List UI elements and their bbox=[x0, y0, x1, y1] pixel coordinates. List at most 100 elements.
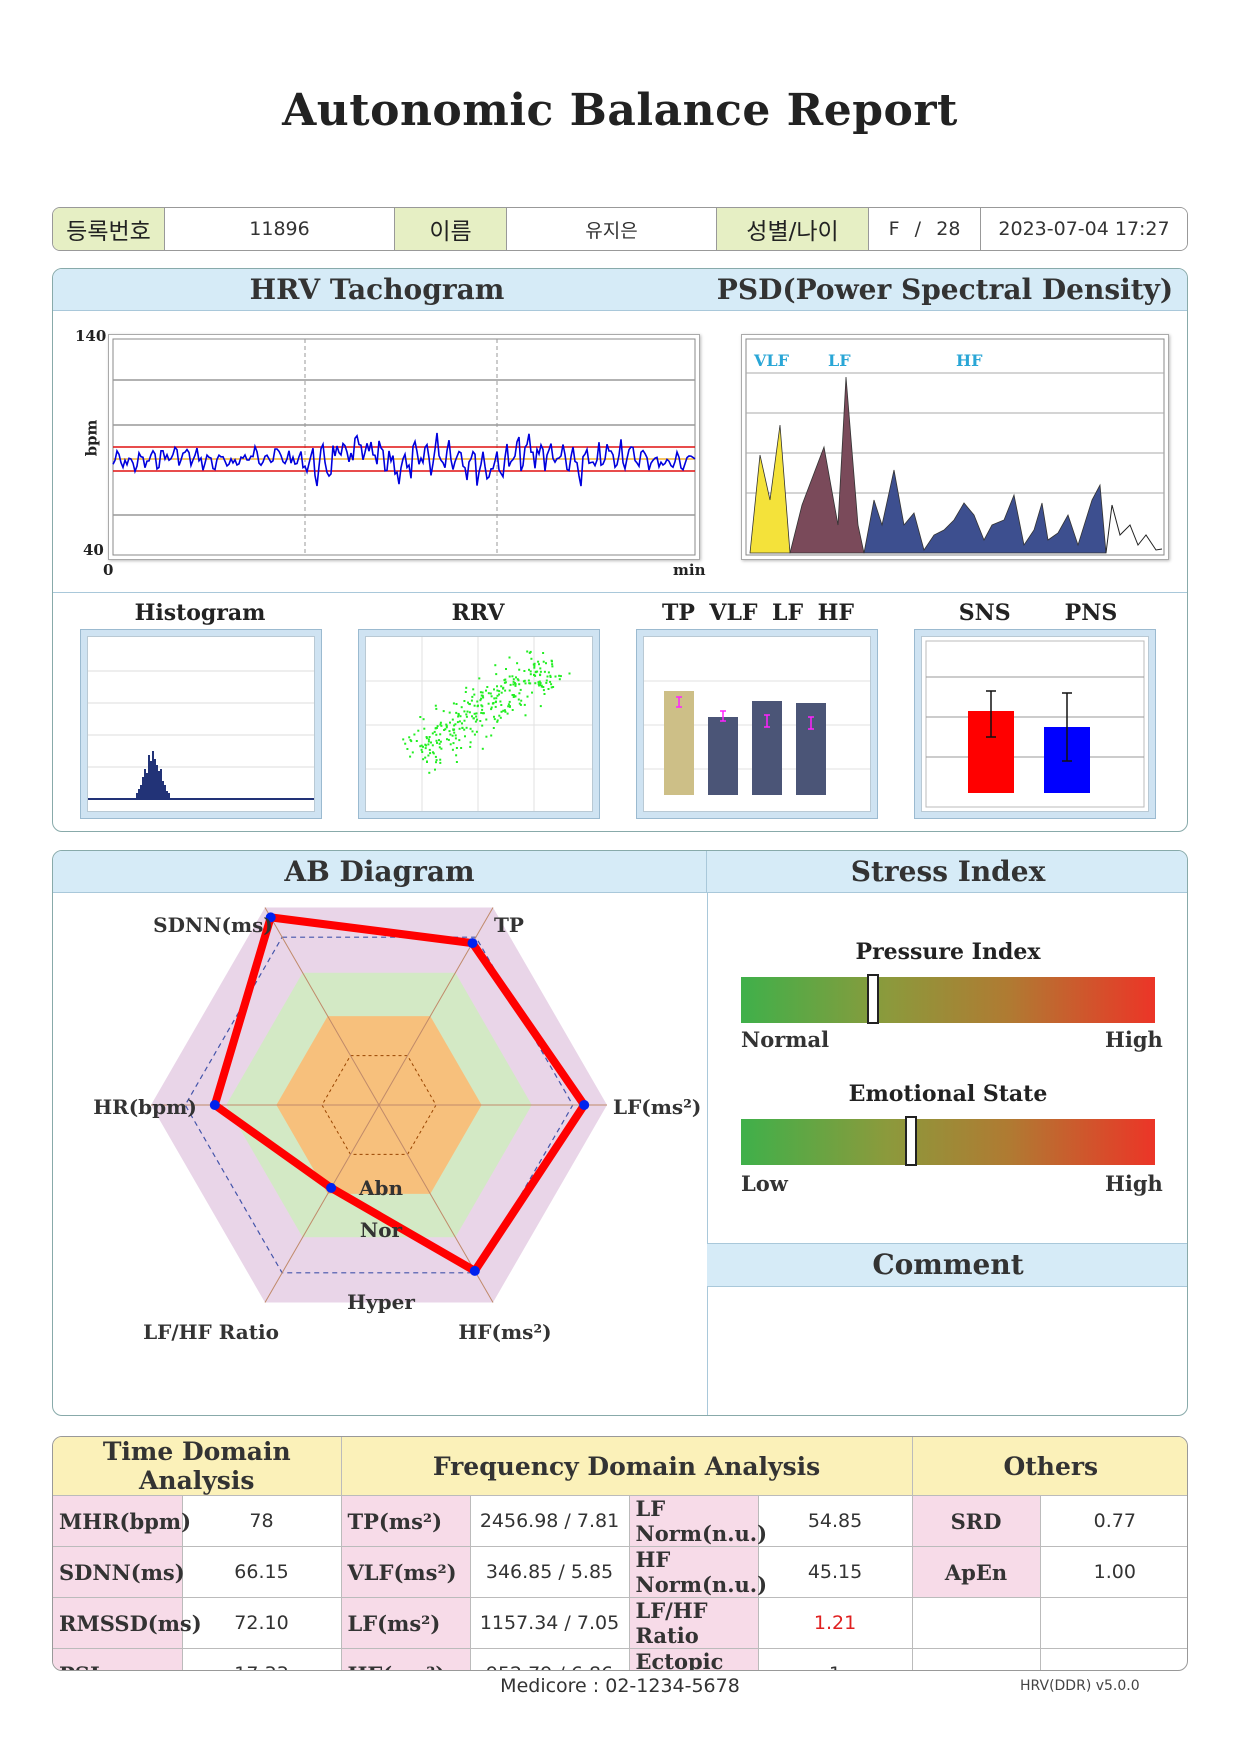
rrv-point bbox=[519, 688, 522, 691]
rrv-point bbox=[449, 721, 451, 724]
rrv-point bbox=[434, 755, 437, 758]
rrv-point bbox=[537, 683, 540, 686]
rrv-point bbox=[494, 705, 497, 708]
row-value: 54.85 bbox=[757, 1495, 913, 1547]
zone-label-hyper: Hyper bbox=[347, 1290, 415, 1314]
emotional-high-label: High bbox=[1105, 1171, 1163, 1196]
rrv-point bbox=[475, 715, 478, 718]
rrv-point bbox=[468, 703, 471, 706]
rrv-point bbox=[490, 706, 493, 709]
rrv-point bbox=[539, 667, 542, 670]
rrv-point bbox=[512, 696, 515, 698]
rrv-point bbox=[490, 708, 493, 711]
rrv-point bbox=[439, 740, 442, 743]
rrv-point bbox=[504, 678, 507, 681]
row-value: 952.79 / 6.86 bbox=[469, 1648, 630, 1670]
rrv-point bbox=[508, 705, 511, 708]
name-label: 이름 bbox=[395, 208, 507, 250]
row-label bbox=[911, 1648, 1041, 1670]
hist-bar bbox=[158, 771, 160, 799]
rrv-point bbox=[428, 771, 431, 774]
rrv-point bbox=[452, 742, 455, 745]
rrv-point bbox=[496, 720, 499, 723]
emotional-low-label: Low bbox=[741, 1171, 788, 1196]
row-value: 346.85 / 5.85 bbox=[469, 1546, 630, 1598]
rrv-point bbox=[432, 752, 435, 755]
rrv-point bbox=[453, 724, 456, 727]
hist-bar bbox=[136, 793, 138, 799]
rrv-point bbox=[532, 663, 535, 666]
row-label: RMSSD(ms) bbox=[53, 1597, 202, 1649]
rrv-point bbox=[539, 673, 542, 676]
ab-radar-chart: SDNN(ms) TP LF(ms²) HF(ms²) LF/HF Ratio HR(bp… bbox=[93, 907, 701, 1344]
row-label: PSI bbox=[53, 1648, 183, 1670]
rrv-point bbox=[438, 742, 441, 745]
hist-bar bbox=[166, 791, 168, 799]
radar-value-point bbox=[469, 1265, 480, 1276]
rrv-point bbox=[499, 700, 502, 703]
rrv-point bbox=[455, 754, 458, 757]
rrv-point bbox=[539, 684, 542, 686]
freq-bars-title: TP VLF LF HF bbox=[636, 600, 878, 626]
rrv-point bbox=[473, 712, 476, 715]
rrv-point bbox=[464, 691, 467, 693]
rrv-point bbox=[500, 704, 503, 706]
ab-stress-divider bbox=[707, 893, 708, 1415]
rrv-point bbox=[463, 700, 466, 702]
psd-lf-label: LF bbox=[828, 351, 851, 370]
rrv-point bbox=[479, 699, 482, 702]
rrv-point bbox=[498, 693, 500, 696]
pressure-high-label: High bbox=[1105, 1027, 1163, 1052]
rrv-point bbox=[432, 751, 434, 754]
rrv-point bbox=[495, 697, 498, 700]
rrv-point bbox=[409, 739, 412, 741]
rrv-point bbox=[427, 738, 430, 741]
rrv-point bbox=[550, 686, 553, 689]
radar-value-point bbox=[467, 938, 478, 949]
reg-number-value: 11896 bbox=[165, 208, 395, 250]
rrv-point bbox=[524, 682, 527, 685]
rrv-point bbox=[448, 711, 451, 714]
pns-label: PNS bbox=[1064, 600, 1118, 626]
rrv-point bbox=[435, 739, 438, 742]
row-label: SRD bbox=[911, 1495, 1041, 1547]
rrv-point bbox=[425, 736, 428, 738]
axis-label-sdnn: SDNN(ms) bbox=[153, 913, 273, 937]
rrv-point bbox=[438, 746, 441, 749]
tachogram-title: HRV Tachogram bbox=[249, 273, 505, 306]
hist-bar bbox=[142, 777, 144, 799]
row-label bbox=[911, 1597, 1041, 1649]
rrv-point bbox=[458, 727, 461, 730]
rrv-point bbox=[495, 700, 497, 703]
row-value: 1.21 bbox=[757, 1597, 913, 1649]
rrv-point bbox=[479, 720, 482, 722]
rrv-point bbox=[408, 736, 411, 739]
rrv-point bbox=[424, 747, 427, 750]
tacho-xlabel: min bbox=[673, 561, 706, 579]
rrv-point bbox=[554, 675, 557, 678]
rrv-point bbox=[482, 712, 485, 715]
rrv-point bbox=[511, 675, 514, 678]
rrv-point bbox=[487, 692, 490, 695]
rrv-point bbox=[445, 724, 448, 727]
rrv-point bbox=[508, 656, 511, 659]
rrv-point bbox=[475, 712, 478, 715]
psd-vlf-area bbox=[749, 424, 791, 554]
rrv-point bbox=[426, 761, 428, 763]
time-domain-header: Time Domain Analysis bbox=[53, 1437, 342, 1496]
rrv-point bbox=[476, 700, 479, 703]
rrv-point bbox=[467, 701, 469, 704]
rrv-point bbox=[475, 730, 478, 733]
rrv-point bbox=[507, 705, 510, 708]
row-value bbox=[1039, 1597, 1187, 1649]
rrv-point bbox=[517, 679, 520, 682]
rrv-point bbox=[415, 740, 418, 742]
tacho-series-line bbox=[112, 432, 696, 487]
rrv-point bbox=[543, 670, 546, 673]
freq-bar bbox=[664, 691, 694, 795]
rrv-point bbox=[485, 689, 487, 692]
rrv-point bbox=[463, 710, 466, 713]
psd-vlf-label: VLF bbox=[754, 351, 790, 370]
row-value bbox=[1039, 1648, 1187, 1670]
tachogram-chart bbox=[112, 338, 696, 556]
